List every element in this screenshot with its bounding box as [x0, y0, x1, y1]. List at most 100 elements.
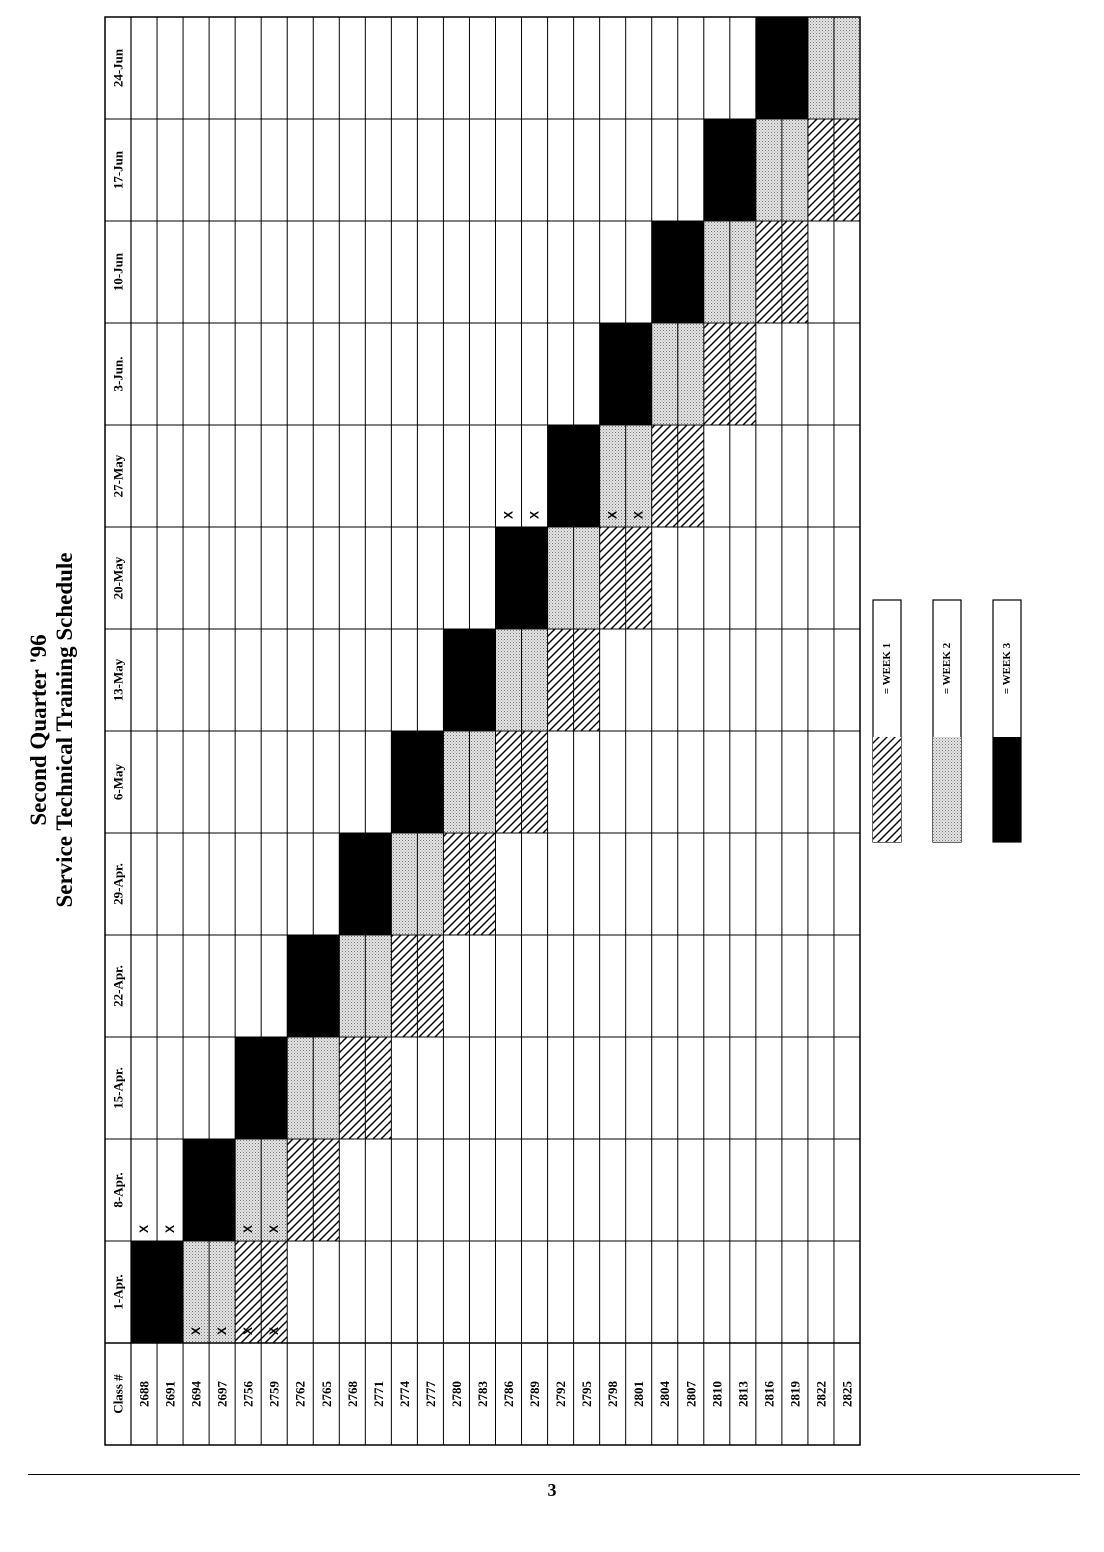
x-mark: X: [163, 1225, 177, 1233]
week-3-cell: [755, 17, 782, 119]
class-number: 2807: [683, 1381, 698, 1408]
class-number: 2768: [345, 1381, 360, 1408]
week-1-cell: [573, 629, 600, 731]
week-1-cell: [469, 833, 496, 935]
class-number: 2691: [163, 1381, 178, 1407]
x-mark: X: [554, 511, 568, 519]
x-mark: X: [215, 1225, 229, 1233]
class-number: 2771: [371, 1381, 386, 1407]
week-2-cell: [235, 1139, 262, 1241]
week-2-cell: [703, 221, 730, 323]
week-1-cell: [833, 119, 860, 221]
class-number: 2825: [839, 1381, 854, 1408]
week-3-cell: [209, 1139, 236, 1241]
week-2-cell: [287, 1037, 314, 1139]
week-2-cell: [209, 1241, 236, 1343]
class-number: 2816: [761, 1381, 776, 1408]
week-2-cell: [183, 1241, 210, 1343]
x-mark: X: [528, 511, 542, 519]
class-number: 2801: [631, 1381, 646, 1407]
week-header: 17-Jun: [111, 150, 126, 189]
week-1-cell: [235, 1241, 262, 1343]
week-header: 27-May: [111, 454, 126, 497]
class-number: 2813: [735, 1381, 750, 1408]
week-header: 15-Apr.: [111, 1067, 126, 1109]
week-2-cell: [391, 833, 418, 935]
week-3-cell: [729, 119, 756, 221]
class-number: 2780: [449, 1381, 464, 1407]
x-mark: X: [580, 511, 594, 519]
week-3-cell: [287, 935, 314, 1037]
x-mark: X: [189, 1225, 203, 1233]
class-number: 2822: [813, 1381, 828, 1407]
week-header: 10-Jun: [111, 252, 126, 291]
x-mark: X: [215, 1327, 229, 1335]
week-header: 13-May: [111, 658, 126, 701]
week-3-cell: [417, 731, 444, 833]
week-1-cell: [677, 425, 704, 527]
x-mark: X: [189, 1327, 203, 1335]
class-number: 2789: [527, 1381, 542, 1408]
week-2-cell: [443, 731, 470, 833]
week-3-cell: [599, 323, 626, 425]
week-2-cell: [573, 527, 600, 629]
x-mark: X: [137, 1327, 151, 1335]
legend-label: = WEEK 2: [941, 642, 953, 694]
week-2-cell: [833, 17, 860, 119]
week-header: 8-Apr.: [111, 1172, 126, 1207]
class-number: 2762: [293, 1381, 308, 1407]
week-3-cell: [131, 1241, 158, 1343]
class-number: 2786: [501, 1381, 516, 1408]
week-2-cell: [365, 935, 392, 1037]
x-mark: X: [267, 1327, 281, 1335]
week-2-cell: [261, 1139, 288, 1241]
week-1-cell: [547, 629, 574, 731]
x-mark: X: [241, 1225, 255, 1233]
legend-label: = WEEK 3: [1001, 642, 1013, 694]
class-number-header: Class #: [111, 1374, 126, 1414]
week-3-cell: [391, 731, 418, 833]
week-2-cell: [729, 221, 756, 323]
week-2-cell: [339, 935, 366, 1037]
week-2-cell: [651, 323, 678, 425]
week-2-cell: [599, 425, 626, 527]
week-3-cell: [547, 425, 574, 527]
x-mark: X: [267, 1225, 281, 1233]
legend-swatch: [933, 737, 961, 842]
week-1-cell: [807, 119, 834, 221]
week-3-cell: [521, 527, 548, 629]
week-3-cell: [183, 1139, 210, 1241]
week-2-cell: [417, 833, 444, 935]
class-number: 2810: [709, 1381, 724, 1407]
week-3-cell: [651, 221, 678, 323]
class-number: 2774: [397, 1381, 412, 1408]
week-1-cell: [703, 323, 730, 425]
x-mark: X: [241, 1327, 255, 1335]
week-header: 22-Apr.: [111, 965, 126, 1007]
week-3-cell: [781, 17, 808, 119]
class-number: 2688: [137, 1381, 152, 1408]
week-3-cell: [573, 425, 600, 527]
week-2-cell: [677, 323, 704, 425]
week-1-cell: [651, 425, 678, 527]
week-1-cell: [599, 527, 626, 629]
week-1-cell: [495, 731, 522, 833]
x-mark: X: [163, 1327, 177, 1335]
week-header: 6-May: [111, 763, 126, 800]
class-number: 2694: [189, 1381, 204, 1408]
week-3-cell: [703, 119, 730, 221]
week-2-cell: [313, 1037, 340, 1139]
week-2-cell: [807, 17, 834, 119]
x-mark: X: [606, 511, 620, 519]
week-1-cell: [261, 1241, 288, 1343]
class-number: 2759: [267, 1381, 282, 1408]
class-number: 2819: [787, 1381, 802, 1408]
class-number: 2795: [579, 1381, 594, 1408]
week-3-cell: [495, 527, 522, 629]
x-mark: X: [632, 511, 646, 519]
week-3-cell: [235, 1037, 262, 1139]
week-3-cell: [157, 1241, 184, 1343]
week-header: 20-May: [111, 556, 126, 599]
class-number: 2777: [423, 1381, 438, 1408]
